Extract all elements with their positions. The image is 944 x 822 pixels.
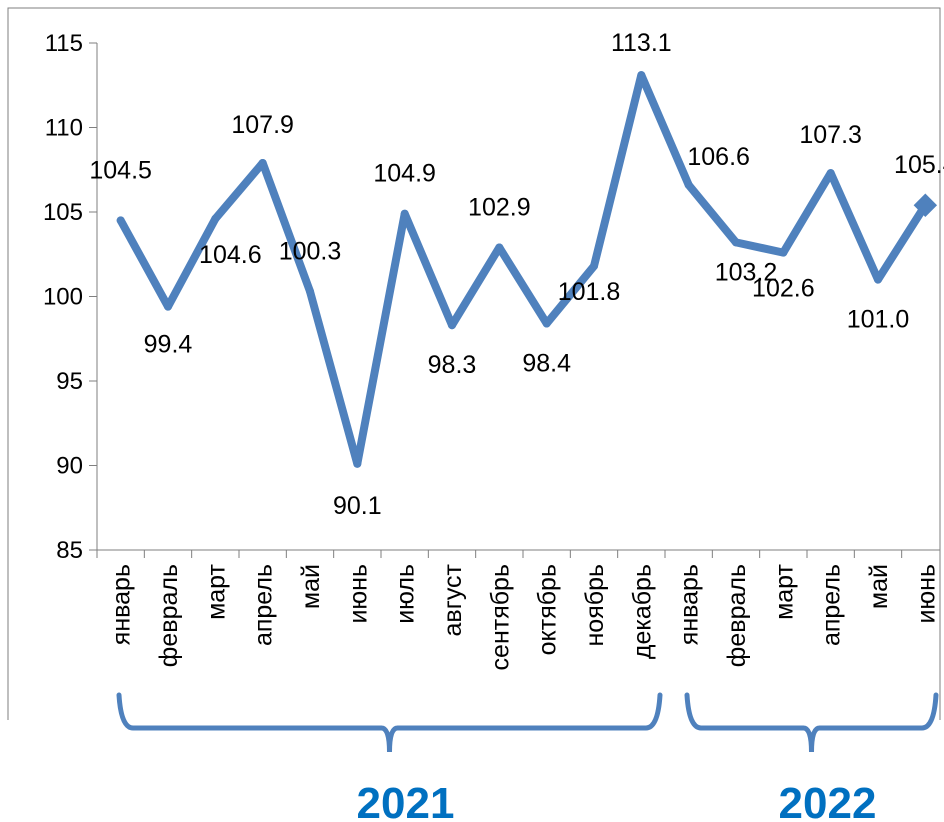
x-tick-label: май: [865, 564, 893, 609]
data-label: 106.6: [687, 143, 750, 171]
data-label: 107.3: [799, 121, 862, 149]
data-label: 104.9: [373, 160, 436, 188]
data-point: [448, 321, 456, 330]
data-labels: 104.5 99.4 104.6 107.9 100.3 90.1 104.9 98.3 102…: [89, 29, 944, 520]
data-point: [542, 319, 551, 328]
data-point: [779, 248, 788, 257]
data-point: [732, 238, 740, 247]
data-point: [874, 275, 882, 284]
data-label: 101.0: [847, 306, 910, 334]
y-tick-label: 105: [43, 199, 83, 226]
data-point: [684, 180, 693, 189]
x-tick-label: апрель: [250, 564, 278, 646]
x-tick-label: февраль: [155, 564, 183, 667]
x-tick-label: апрель: [818, 564, 846, 646]
x-tick-label: январь: [108, 564, 136, 645]
year-brace: [116, 692, 663, 753]
data-label: 100.3: [279, 237, 342, 265]
x-tick-label: октябрь: [534, 564, 562, 655]
x-tick-label: февраль: [723, 564, 751, 667]
y-tick-label: 90: [56, 453, 83, 480]
data-label: 101.8: [558, 278, 621, 306]
year-label: 2022: [779, 779, 877, 822]
x-tick-label: январь: [676, 564, 704, 645]
x-tick-label: март: [770, 563, 798, 619]
x-tick-label: декабрь: [628, 564, 656, 659]
data-label: 104.6: [199, 241, 262, 269]
data-point: [116, 216, 125, 225]
x-tick-label: июль: [392, 564, 420, 624]
chart-frame: [7, 7, 941, 720]
year-braces: 2021 2022: [116, 692, 939, 822]
y-tick-label: 110: [45, 115, 83, 142]
data-point: [590, 262, 598, 271]
x-tick-label: август: [439, 563, 467, 636]
y-tick-label: 95: [56, 368, 83, 395]
axes: 85 90 95 100 105 110 115 январь февраль март апрел…: [43, 30, 940, 670]
x-tick-label: май: [297, 564, 325, 609]
year-brace: [684, 692, 939, 753]
series-line: [116, 71, 930, 468]
data-label: 102.6: [752, 275, 815, 303]
data-label: 99.4: [144, 331, 193, 359]
data-point-marker: [913, 193, 938, 217]
data-point: [353, 459, 362, 468]
data-point: [400, 209, 409, 218]
x-tick-label: июнь: [344, 564, 372, 624]
data-label: 102.9: [468, 193, 531, 221]
series-layer: [116, 71, 938, 468]
data-label: 104.5: [89, 156, 152, 184]
data-label: 113.1: [611, 29, 672, 57]
x-tick-label: март: [202, 563, 230, 619]
data-point: [495, 243, 504, 252]
data-label: 105.4: [894, 151, 944, 179]
y-tick-label: 115: [45, 30, 83, 57]
data-point: [211, 214, 220, 223]
data-point: [826, 169, 835, 178]
x-tick-label: сентябрь: [486, 564, 514, 670]
data-point: [306, 287, 314, 296]
data-point: [258, 158, 267, 167]
year-label: 2021: [357, 779, 455, 822]
data-label: 103.2: [715, 258, 778, 286]
data-point: [637, 71, 646, 80]
data-label: 98.3: [428, 351, 477, 379]
data-label: 90.1: [333, 492, 382, 520]
data-label: 98.4: [522, 350, 571, 378]
y-tick-label: 85: [56, 537, 83, 564]
data-point: [164, 302, 172, 311]
x-tick-label: ноябрь: [581, 564, 609, 647]
data-label: 107.9: [231, 111, 294, 139]
x-tick-label: июнь: [912, 564, 940, 624]
y-tick-label: 100: [43, 284, 83, 311]
